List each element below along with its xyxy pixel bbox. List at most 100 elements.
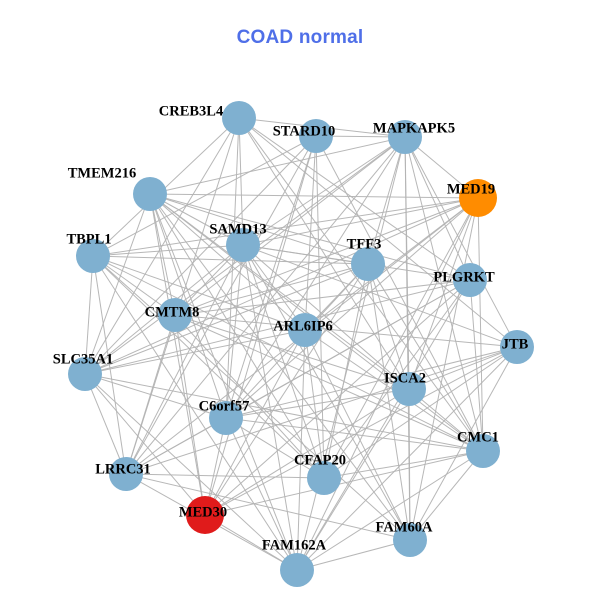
graph-edge xyxy=(296,136,406,571)
graph-edge xyxy=(204,279,471,516)
graph-edge xyxy=(84,263,369,375)
graph-edge xyxy=(84,193,151,375)
graph-edge xyxy=(238,117,471,281)
graph-node-tmem216[interactable] xyxy=(133,177,167,211)
graph-node-stard10[interactable] xyxy=(299,119,333,153)
graph-edge xyxy=(409,197,479,541)
graph-edge xyxy=(315,135,325,479)
graph-edge xyxy=(84,255,94,375)
graph-edge xyxy=(149,136,406,195)
graph-edge xyxy=(225,197,479,419)
graph-node-cfap20[interactable] xyxy=(307,461,341,495)
graph-edge xyxy=(238,117,244,246)
graph-node-lrrc31[interactable] xyxy=(109,457,143,491)
graph-edge xyxy=(92,255,484,452)
graph-node-fam60a[interactable] xyxy=(393,523,427,557)
graph-edge xyxy=(92,197,479,257)
graph-edge xyxy=(225,417,484,452)
graph-edge xyxy=(225,135,317,419)
graph-edge xyxy=(84,135,317,375)
graph-edge xyxy=(149,193,306,331)
graph-edge xyxy=(149,193,369,265)
graph-edge xyxy=(125,244,244,475)
graph-edge xyxy=(149,193,325,479)
graph-edge xyxy=(149,193,206,516)
graph-node-slc35a1[interactable] xyxy=(68,357,102,391)
graph-edge xyxy=(404,136,484,452)
graph-edge xyxy=(204,388,410,516)
graph-edge xyxy=(225,117,240,419)
graph-node-tbpl1[interactable] xyxy=(76,239,110,273)
graph-edge xyxy=(404,136,471,281)
graph-edge xyxy=(296,539,411,571)
graph-edge xyxy=(149,193,479,199)
graph-edge xyxy=(225,244,244,419)
graph-edge xyxy=(174,263,369,316)
graph-node-med19[interactable] xyxy=(459,179,497,217)
graph-edge xyxy=(367,263,484,452)
graph-edge xyxy=(204,346,518,516)
graph-node-isca2[interactable] xyxy=(392,372,426,406)
graph-node-med30[interactable] xyxy=(186,496,224,534)
graph-edge xyxy=(92,244,244,257)
graph-edge xyxy=(174,279,471,316)
graph-edge xyxy=(149,193,410,390)
graph-edge xyxy=(84,373,484,452)
graph-edge xyxy=(174,314,484,452)
graph-edge xyxy=(225,417,325,479)
graph-edge xyxy=(174,314,206,516)
graph-edge xyxy=(92,117,240,257)
graph-edge xyxy=(84,373,127,475)
graph-edge xyxy=(92,255,325,479)
graph-node-c6orf57[interactable] xyxy=(209,401,243,435)
graph-edge xyxy=(125,117,240,475)
graph-edge xyxy=(84,373,227,419)
graph-edge xyxy=(404,136,518,348)
graph-edge xyxy=(225,417,298,571)
graph-edge xyxy=(174,197,479,316)
graph-edge xyxy=(242,244,411,541)
graph-edge xyxy=(367,136,406,265)
graph-edge xyxy=(84,373,206,516)
graph-edge xyxy=(225,388,410,419)
graph-node-fam162a[interactable] xyxy=(280,553,314,587)
graph-edge xyxy=(469,279,484,452)
graph-node-plgrkt[interactable] xyxy=(453,263,487,297)
graph-edge xyxy=(204,329,306,516)
graph-edge xyxy=(92,135,317,257)
graph-edge xyxy=(296,279,471,571)
graph-node-jtb[interactable] xyxy=(500,330,534,364)
graph-node-tff3[interactable] xyxy=(351,247,385,281)
graph-edge xyxy=(409,346,518,541)
graph-edge xyxy=(408,197,479,390)
graph-edge xyxy=(323,197,479,479)
graph-edge xyxy=(174,314,410,390)
graph-edge xyxy=(408,388,411,541)
graph-edge xyxy=(149,193,411,541)
graph-edge xyxy=(408,346,518,390)
graph-edge xyxy=(204,450,484,516)
graph-edge xyxy=(323,346,518,479)
graph-edge xyxy=(125,417,227,475)
node-layer xyxy=(68,101,534,587)
graph-edge xyxy=(84,279,471,375)
graph-edge xyxy=(225,346,518,419)
graph-node-cmc1[interactable] xyxy=(466,434,500,468)
graph-edge xyxy=(323,450,484,479)
graph-node-samd13[interactable] xyxy=(226,228,260,262)
graph-edge xyxy=(125,473,411,541)
graph-edge xyxy=(84,329,306,375)
graph-edge xyxy=(174,314,325,479)
graph-edge xyxy=(304,135,317,331)
graph-edge xyxy=(315,135,484,452)
graph-node-arl6ip6[interactable] xyxy=(288,313,322,347)
graph-edge xyxy=(296,346,518,571)
graph-edge xyxy=(296,197,479,571)
graph-node-creb3l4[interactable] xyxy=(222,101,256,135)
graph-edge xyxy=(125,473,325,479)
graph-node-mapkapk5[interactable] xyxy=(388,120,422,154)
graph-node-cmtm8[interactable] xyxy=(158,298,192,332)
graph-edge xyxy=(238,117,518,348)
